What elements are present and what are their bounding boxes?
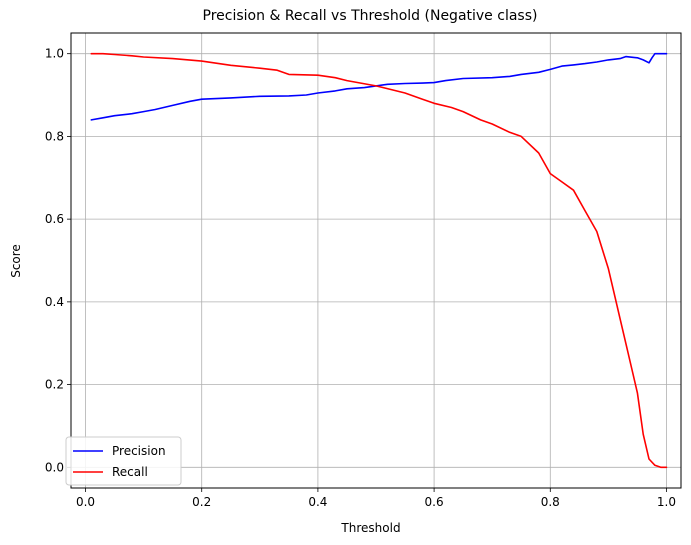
- y-tick-label: 0.4: [45, 295, 64, 309]
- y-axis: 0.0 0.2 0.4 0.6 0.8 1.0: [45, 47, 71, 474]
- plot-frame: [70, 32, 682, 489]
- legend-box: [65, 436, 182, 486]
- y-tick-label: 0.8: [45, 129, 64, 143]
- x-tick-label: 1.0: [657, 495, 676, 509]
- series-line-recall: [90, 52, 668, 469]
- legend-label-recall: Recall: [112, 465, 148, 479]
- x-axis: 0.0 0.2 0.4 0.6 0.8 1.0: [76, 488, 676, 509]
- x-tick-label: 0.6: [425, 495, 444, 509]
- x-tick-label: 0.2: [192, 495, 211, 509]
- y-tick-label: 1.0: [45, 47, 64, 61]
- y-tick-label: 0.0: [45, 460, 64, 474]
- grid: [71, 33, 681, 488]
- chart-title: Precision & Recall vs Threshold (Negativ…: [203, 8, 538, 24]
- series-lines: [90, 52, 668, 469]
- x-axis-title: Threshold: [340, 521, 400, 535]
- x-tick-label: 0.8: [541, 495, 560, 509]
- x-tick-label: 0.0: [76, 495, 95, 509]
- series-line-precision: [90, 52, 668, 121]
- legend: Precision Recall: [65, 436, 182, 486]
- x-tick-label: 0.4: [308, 495, 327, 509]
- y-tick-label: 0.6: [45, 212, 64, 226]
- legend-label-precision: Precision: [112, 444, 166, 458]
- y-tick-label: 0.2: [45, 378, 64, 392]
- y-axis-title: Score: [9, 244, 23, 278]
